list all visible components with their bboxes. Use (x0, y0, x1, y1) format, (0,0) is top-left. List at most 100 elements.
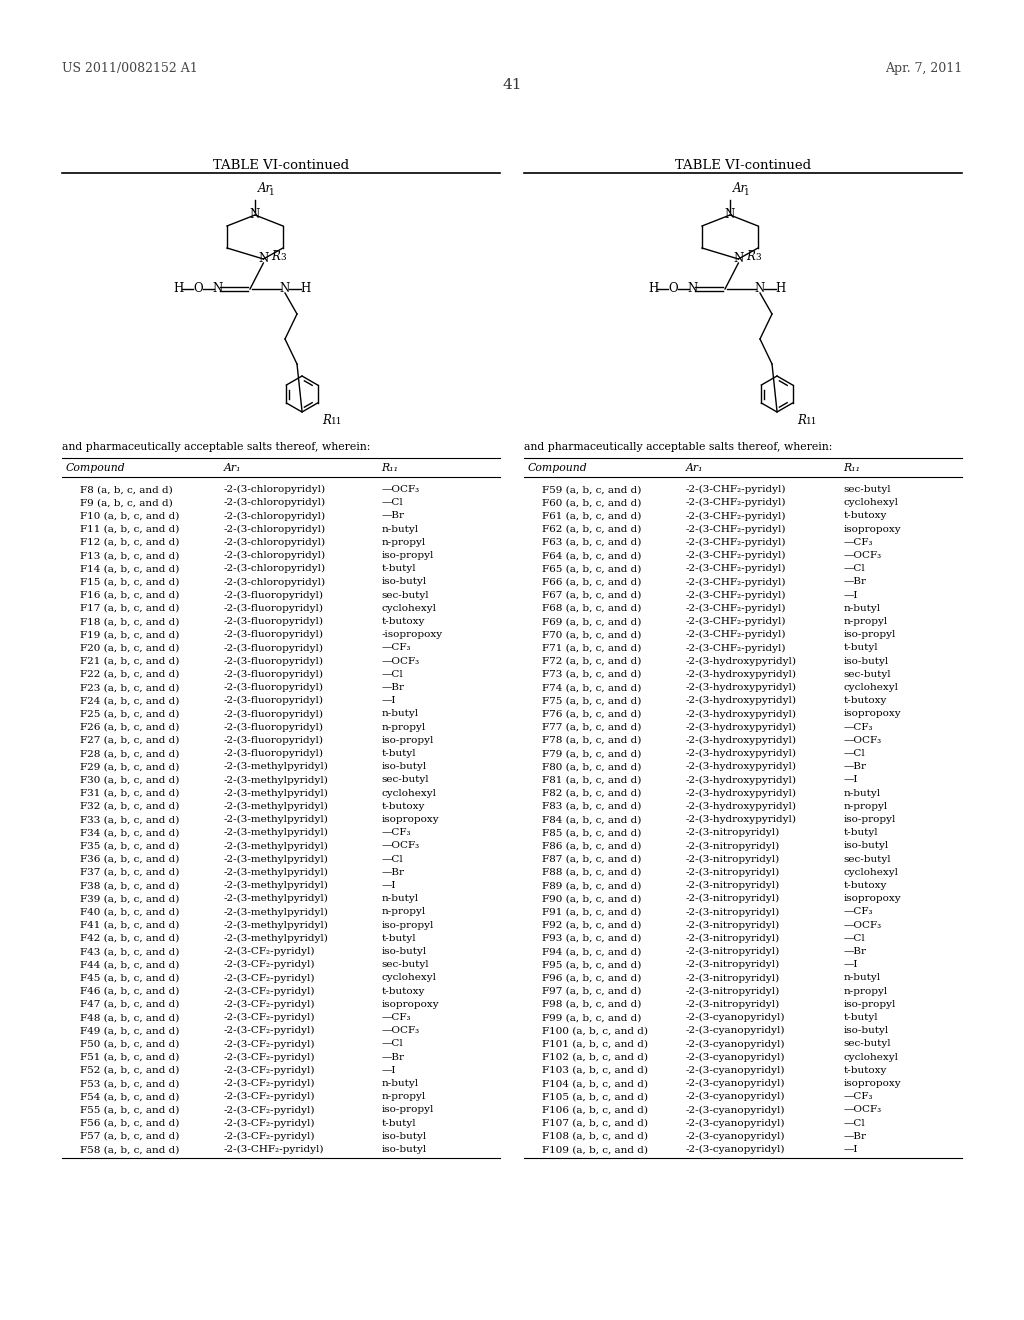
Text: n-propyl: n-propyl (844, 801, 888, 810)
Text: n-propyl: n-propyl (844, 618, 888, 626)
Text: iso-butyl: iso-butyl (381, 1144, 427, 1154)
Text: F78 (a, b, c, and d): F78 (a, b, c, and d) (542, 737, 641, 744)
Text: —Br: —Br (844, 578, 866, 586)
Text: t-butoxy: t-butoxy (844, 511, 887, 520)
Text: t-butyl: t-butyl (381, 565, 416, 573)
Text: -2-(3-fluoropyridyl): -2-(3-fluoropyridyl) (223, 696, 324, 705)
Text: t-butoxy: t-butoxy (381, 987, 425, 995)
Text: -2-(3-hydroxypyridyl): -2-(3-hydroxypyridyl) (686, 656, 797, 665)
Text: F72 (a, b, c, and d): F72 (a, b, c, and d) (542, 657, 641, 665)
Text: F108 (a, b, c, and d): F108 (a, b, c, and d) (542, 1133, 648, 1140)
Text: -2-(3-methylpyridyl): -2-(3-methylpyridyl) (223, 775, 329, 784)
Text: -2-(3-nitropyridyl): -2-(3-nitropyridyl) (686, 907, 780, 916)
Text: N: N (258, 252, 268, 265)
Text: F34 (a, b, c, and d): F34 (a, b, c, and d) (80, 829, 179, 837)
Text: -2-(3-cyanopyridyl): -2-(3-cyanopyridyl) (686, 1078, 785, 1088)
Text: -2-(3-CHF₂-pyridyl): -2-(3-CHF₂-pyridyl) (686, 577, 786, 586)
Text: n-butyl: n-butyl (381, 525, 419, 533)
Text: -2-(3-methylpyridyl): -2-(3-methylpyridyl) (223, 933, 329, 942)
Text: F47 (a, b, c, and d): F47 (a, b, c, and d) (80, 1001, 179, 1008)
Text: -2-(3-methylpyridyl): -2-(3-methylpyridyl) (223, 920, 329, 929)
Text: F32 (a, b, c, and d): F32 (a, b, c, and d) (80, 801, 179, 810)
Text: F102 (a, b, c, and d): F102 (a, b, c, and d) (542, 1052, 648, 1061)
Text: -2-(3-CHF₂-pyridyl): -2-(3-CHF₂-pyridyl) (686, 484, 786, 494)
Text: -2-(3-hydroxypyridyl): -2-(3-hydroxypyridyl) (686, 669, 797, 678)
Text: -2-(3-fluoropyridyl): -2-(3-fluoropyridyl) (223, 709, 324, 718)
Text: F91 (a, b, c, and d): F91 (a, b, c, and d) (542, 908, 641, 916)
Text: 3: 3 (756, 253, 761, 263)
Text: n-propyl: n-propyl (844, 987, 888, 995)
Text: F82 (a, b, c, and d): F82 (a, b, c, and d) (542, 789, 641, 797)
Text: —Br: —Br (381, 869, 404, 876)
Text: —Br: —Br (381, 1052, 404, 1061)
Text: F30 (a, b, c, and d): F30 (a, b, c, and d) (80, 776, 179, 784)
Text: R₁₁: R₁₁ (381, 463, 398, 473)
Text: —OCF₃: —OCF₃ (381, 1027, 420, 1035)
Text: iso-propyl: iso-propyl (381, 552, 434, 560)
Text: -2-(3-methylpyridyl): -2-(3-methylpyridyl) (223, 880, 329, 890)
Text: —Br: —Br (381, 684, 404, 692)
Text: F36 (a, b, c, and d): F36 (a, b, c, and d) (80, 855, 179, 863)
Text: R: R (322, 413, 331, 426)
Text: F9 (a, b, c, and d): F9 (a, b, c, and d) (80, 498, 173, 507)
Text: -2-(3-CF₂-pyridyl): -2-(3-CF₂-pyridyl) (223, 946, 315, 956)
Text: F74 (a, b, c, and d): F74 (a, b, c, and d) (542, 684, 641, 692)
Text: -2-(3-fluoropyridyl): -2-(3-fluoropyridyl) (223, 748, 324, 758)
Text: sec-butyl: sec-butyl (844, 671, 891, 678)
Text: cyclohexyl: cyclohexyl (381, 974, 436, 982)
Text: -2-(3-CF₂-pyridyl): -2-(3-CF₂-pyridyl) (223, 1092, 315, 1101)
Text: 41: 41 (502, 78, 522, 92)
Text: —OCF₃: —OCF₃ (844, 737, 882, 744)
Text: F21 (a, b, c, and d): F21 (a, b, c, and d) (80, 657, 179, 665)
Text: F43 (a, b, c, and d): F43 (a, b, c, and d) (80, 946, 179, 956)
Text: F65 (a, b, c, and d): F65 (a, b, c, and d) (542, 565, 641, 573)
Text: -2-(3-nitropyridyl): -2-(3-nitropyridyl) (686, 854, 780, 863)
Text: iso-propyl: iso-propyl (844, 630, 896, 639)
Text: F96 (a, b, c, and d): F96 (a, b, c, and d) (542, 974, 641, 982)
Text: F24 (a, b, c, and d): F24 (a, b, c, and d) (80, 697, 179, 705)
Text: sec-butyl: sec-butyl (381, 776, 429, 784)
Text: -2-(3-hydroxypyridyl): -2-(3-hydroxypyridyl) (686, 748, 797, 758)
Text: -2-(3-CF₂-pyridyl): -2-(3-CF₂-pyridyl) (223, 986, 315, 995)
Text: —I: —I (381, 1067, 396, 1074)
Text: -2-(3-nitropyridyl): -2-(3-nitropyridyl) (686, 986, 780, 995)
Text: -2-(3-fluoropyridyl): -2-(3-fluoropyridyl) (223, 590, 324, 599)
Text: Ar: Ar (258, 182, 272, 195)
Text: F11 (a, b, c, and d): F11 (a, b, c, and d) (80, 525, 179, 533)
Text: sec-butyl: sec-butyl (844, 855, 891, 863)
Text: F73 (a, b, c, and d): F73 (a, b, c, and d) (542, 671, 641, 678)
Text: -2-(3-CF₂-pyridyl): -2-(3-CF₂-pyridyl) (223, 960, 315, 969)
Text: -2-(3-hydroxypyridyl): -2-(3-hydroxypyridyl) (686, 775, 797, 784)
Text: -2-(3-methylpyridyl): -2-(3-methylpyridyl) (223, 841, 329, 850)
Text: cyclohexyl: cyclohexyl (844, 869, 898, 876)
Text: F45 (a, b, c, and d): F45 (a, b, c, and d) (80, 974, 179, 982)
Text: F101 (a, b, c, and d): F101 (a, b, c, and d) (542, 1040, 648, 1048)
Text: F81 (a, b, c, and d): F81 (a, b, c, and d) (542, 776, 641, 784)
Text: isopropoxy: isopropoxy (844, 525, 901, 533)
Text: F105 (a, b, c, and d): F105 (a, b, c, and d) (542, 1092, 648, 1101)
Text: -2-(3-chloropyridyl): -2-(3-chloropyridyl) (223, 484, 326, 494)
Text: n-butyl: n-butyl (381, 710, 419, 718)
Text: —Cl: —Cl (381, 671, 403, 678)
Text: -2-(3-methylpyridyl): -2-(3-methylpyridyl) (223, 801, 329, 810)
Text: F76 (a, b, c, and d): F76 (a, b, c, and d) (542, 710, 641, 718)
Text: F20 (a, b, c, and d): F20 (a, b, c, and d) (80, 644, 179, 652)
Text: -2-(3-chloropyridyl): -2-(3-chloropyridyl) (223, 564, 326, 573)
Text: F75 (a, b, c, and d): F75 (a, b, c, and d) (542, 697, 641, 705)
Text: N: N (213, 282, 223, 296)
Text: F14 (a, b, c, and d): F14 (a, b, c, and d) (80, 565, 179, 573)
Text: n-propyl: n-propyl (381, 908, 426, 916)
Text: -2-(3-fluoropyridyl): -2-(3-fluoropyridyl) (223, 682, 324, 692)
Text: -2-(3-chloropyridyl): -2-(3-chloropyridyl) (223, 524, 326, 533)
Text: F10 (a, b, c, and d): F10 (a, b, c, and d) (80, 511, 179, 520)
Text: F95 (a, b, c, and d): F95 (a, b, c, and d) (542, 961, 641, 969)
Text: F38 (a, b, c, and d): F38 (a, b, c, and d) (80, 882, 179, 890)
Text: -2-(3-nitropyridyl): -2-(3-nitropyridyl) (686, 973, 780, 982)
Text: -2-(3-nitropyridyl): -2-(3-nitropyridyl) (686, 946, 780, 956)
Text: O: O (194, 282, 203, 296)
Text: t-butyl: t-butyl (844, 1014, 878, 1022)
Text: -2-(3-cyanopyridyl): -2-(3-cyanopyridyl) (686, 1105, 785, 1114)
Text: and pharmaceutically acceptable salts thereof, wherein:: and pharmaceutically acceptable salts th… (524, 442, 833, 451)
Text: -2-(3-cyanopyridyl): -2-(3-cyanopyridyl) (686, 1118, 785, 1127)
Text: —OCF₃: —OCF₃ (844, 1106, 882, 1114)
